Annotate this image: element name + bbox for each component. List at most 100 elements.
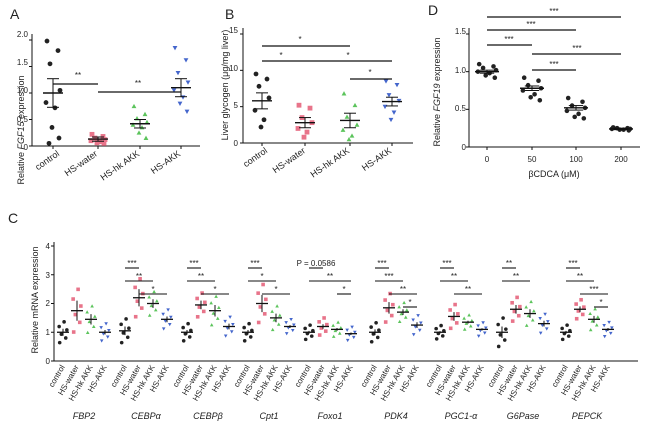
c-gene2-point-g2-1 bbox=[215, 316, 220, 320]
c-gene6-point-g0-5 bbox=[439, 323, 443, 328]
c-gene7-point-g2-5 bbox=[529, 299, 533, 304]
a-sig-1: ** bbox=[75, 71, 81, 80]
c-gene2-point-g0-0 bbox=[181, 338, 186, 343]
c-gene4-sig-label-2: * bbox=[342, 285, 345, 294]
c-gene4-point-g3-1 bbox=[351, 335, 356, 340]
c-gene4-point-g1-0 bbox=[317, 333, 322, 337]
c-gene0-point-g3-2 bbox=[101, 332, 106, 336]
a-point-g3-4 bbox=[171, 88, 177, 93]
d-sig-3: *** bbox=[572, 44, 581, 53]
c-gene6-point-g3-4 bbox=[476, 324, 480, 328]
c-gene5-point-g1-2 bbox=[385, 308, 390, 313]
a-point-g2-7 bbox=[143, 135, 149, 140]
a-point-g0-3 bbox=[57, 87, 63, 93]
c-gene5-point-g1-3 bbox=[391, 302, 395, 307]
c-gene3-point-g3-1 bbox=[290, 328, 295, 333]
c-gene4-point-g0-4 bbox=[303, 326, 307, 331]
c-gene1-sig-label-1: ** bbox=[136, 272, 142, 281]
a-point-g0-1 bbox=[55, 48, 61, 53]
c-gene6-point-g1-1 bbox=[454, 321, 459, 325]
b-ytick-0: 0 bbox=[234, 139, 239, 148]
b-point-g2-3 bbox=[354, 122, 360, 127]
c-gene0-point-g0-0 bbox=[57, 340, 62, 345]
c-gene7-point-g2-4 bbox=[524, 305, 528, 309]
c-gene8-point-g3-2 bbox=[604, 329, 609, 333]
c-gene8-point-g2-1 bbox=[594, 323, 599, 327]
a-xlabel-hs-hk-akk: HS-hk AKK bbox=[99, 148, 142, 182]
b-xlabel-control: control bbox=[241, 145, 269, 169]
d-ytick-2: 1.0 bbox=[455, 66, 467, 75]
a-point-g1-2 bbox=[92, 135, 98, 141]
c-gene6-sig-label-2: ** bbox=[465, 285, 471, 294]
c-gene2-point-g0-2 bbox=[183, 332, 188, 336]
c-gene7-sig-label-0: ** bbox=[506, 259, 512, 268]
c-gene2-point-g0-4 bbox=[181, 325, 185, 330]
a-xlabel-control: control bbox=[33, 148, 61, 172]
c-gene8-point-g3-1 bbox=[608, 331, 613, 336]
c-gene1-point-g3-2 bbox=[163, 319, 168, 323]
c-gene8-sig-label-0: *** bbox=[568, 259, 577, 268]
c-gene6-point-g2-5 bbox=[467, 313, 471, 317]
c-gene2-sig-label-0: *** bbox=[189, 259, 198, 268]
c-gene5-point-g3-3 bbox=[419, 321, 423, 325]
c-gene4-point-g1-3 bbox=[325, 322, 329, 327]
c-gene0-point-g0-1 bbox=[63, 336, 68, 340]
d-sig-5: *** bbox=[549, 60, 558, 69]
c-gene3-point-g0-5 bbox=[247, 321, 251, 326]
d-point-g0-6 bbox=[483, 73, 489, 78]
c-gene3-point-g1-3 bbox=[264, 297, 268, 302]
c-gene2-point-g3-1 bbox=[229, 330, 234, 334]
c-gene2-point-g0-3 bbox=[189, 328, 193, 333]
b-point-g0-1 bbox=[264, 76, 270, 82]
c-gene0-point-g3-0 bbox=[99, 339, 104, 343]
c-gene4-point-g0-5 bbox=[308, 323, 312, 327]
c-gene5-point-g1-0 bbox=[383, 320, 388, 324]
c-gene4-point-g1-2 bbox=[319, 326, 324, 330]
c-gene6-point-g2-2 bbox=[464, 321, 469, 325]
c-gene7-point-g0-0 bbox=[496, 344, 501, 349]
a-ytick-2: 1.0 bbox=[17, 86, 29, 95]
a-point-g0-7 bbox=[56, 135, 62, 141]
c-gene5-point-g2-5 bbox=[402, 300, 406, 305]
c-gene1-point-g0-1 bbox=[125, 335, 130, 340]
gene-label-pepck: PEPCK bbox=[572, 411, 604, 421]
c-gene0-point-g3-4 bbox=[99, 326, 103, 330]
b-ytick-3: 15 bbox=[229, 26, 238, 35]
d-point-g1-2 bbox=[525, 82, 531, 88]
c-gene8-point-g0-5 bbox=[565, 323, 569, 327]
b-xlabel-hs-water: HS-water bbox=[271, 145, 307, 175]
b-xlabel-hs-akk: HS-AKK bbox=[360, 145, 393, 172]
c-gene8-point-g0-3 bbox=[568, 328, 572, 333]
c-gene5-point-g3-5 bbox=[416, 314, 420, 318]
c-gene0-point-g0-3 bbox=[65, 328, 69, 332]
c-gene3-point-g1-0 bbox=[256, 320, 261, 325]
c-gene5-point-g3-1 bbox=[417, 328, 422, 333]
c-gene0-point-g0-2 bbox=[59, 332, 64, 336]
a-point-g0-8 bbox=[46, 140, 52, 146]
c-gene2-point-g1-3 bbox=[203, 300, 207, 305]
panel-letter-c: C bbox=[8, 210, 18, 226]
c-gene8-point-g1-4 bbox=[574, 302, 578, 306]
c-gene5-point-g2-1 bbox=[403, 315, 408, 319]
c-gene5-point-g0-5 bbox=[374, 320, 378, 325]
c-gene1-point-g0-2 bbox=[121, 331, 126, 335]
c-gene3-point-g0-0 bbox=[242, 338, 247, 343]
a-point-g2-3 bbox=[144, 119, 150, 125]
a-point-g0-2 bbox=[47, 61, 53, 67]
a-point-g2-0 bbox=[131, 103, 137, 109]
b-point-g0-2 bbox=[256, 83, 262, 89]
a-point-g3-6 bbox=[177, 101, 183, 106]
c-gene8-point-g2-5 bbox=[593, 307, 597, 311]
c-gene3-point-g3-0 bbox=[284, 332, 289, 336]
c-gene6-point-g0-4 bbox=[434, 326, 438, 331]
c-gene0-point-g1-2 bbox=[73, 312, 78, 317]
c-gene5-point-g2-4 bbox=[397, 305, 401, 309]
a-point-g1-1 bbox=[100, 134, 106, 139]
gene-label-g6pase: G6Pase bbox=[507, 411, 540, 421]
a-ytick-0: 0 bbox=[24, 143, 29, 152]
c-gene8-point-g3-0 bbox=[602, 335, 607, 339]
d-xtick-3: 200 bbox=[614, 155, 628, 164]
c-gene0-point-g2-0 bbox=[85, 330, 90, 335]
c-gene3-point-g0-1 bbox=[248, 335, 253, 339]
a-xlabel-hs-water: HS-water bbox=[63, 148, 99, 178]
